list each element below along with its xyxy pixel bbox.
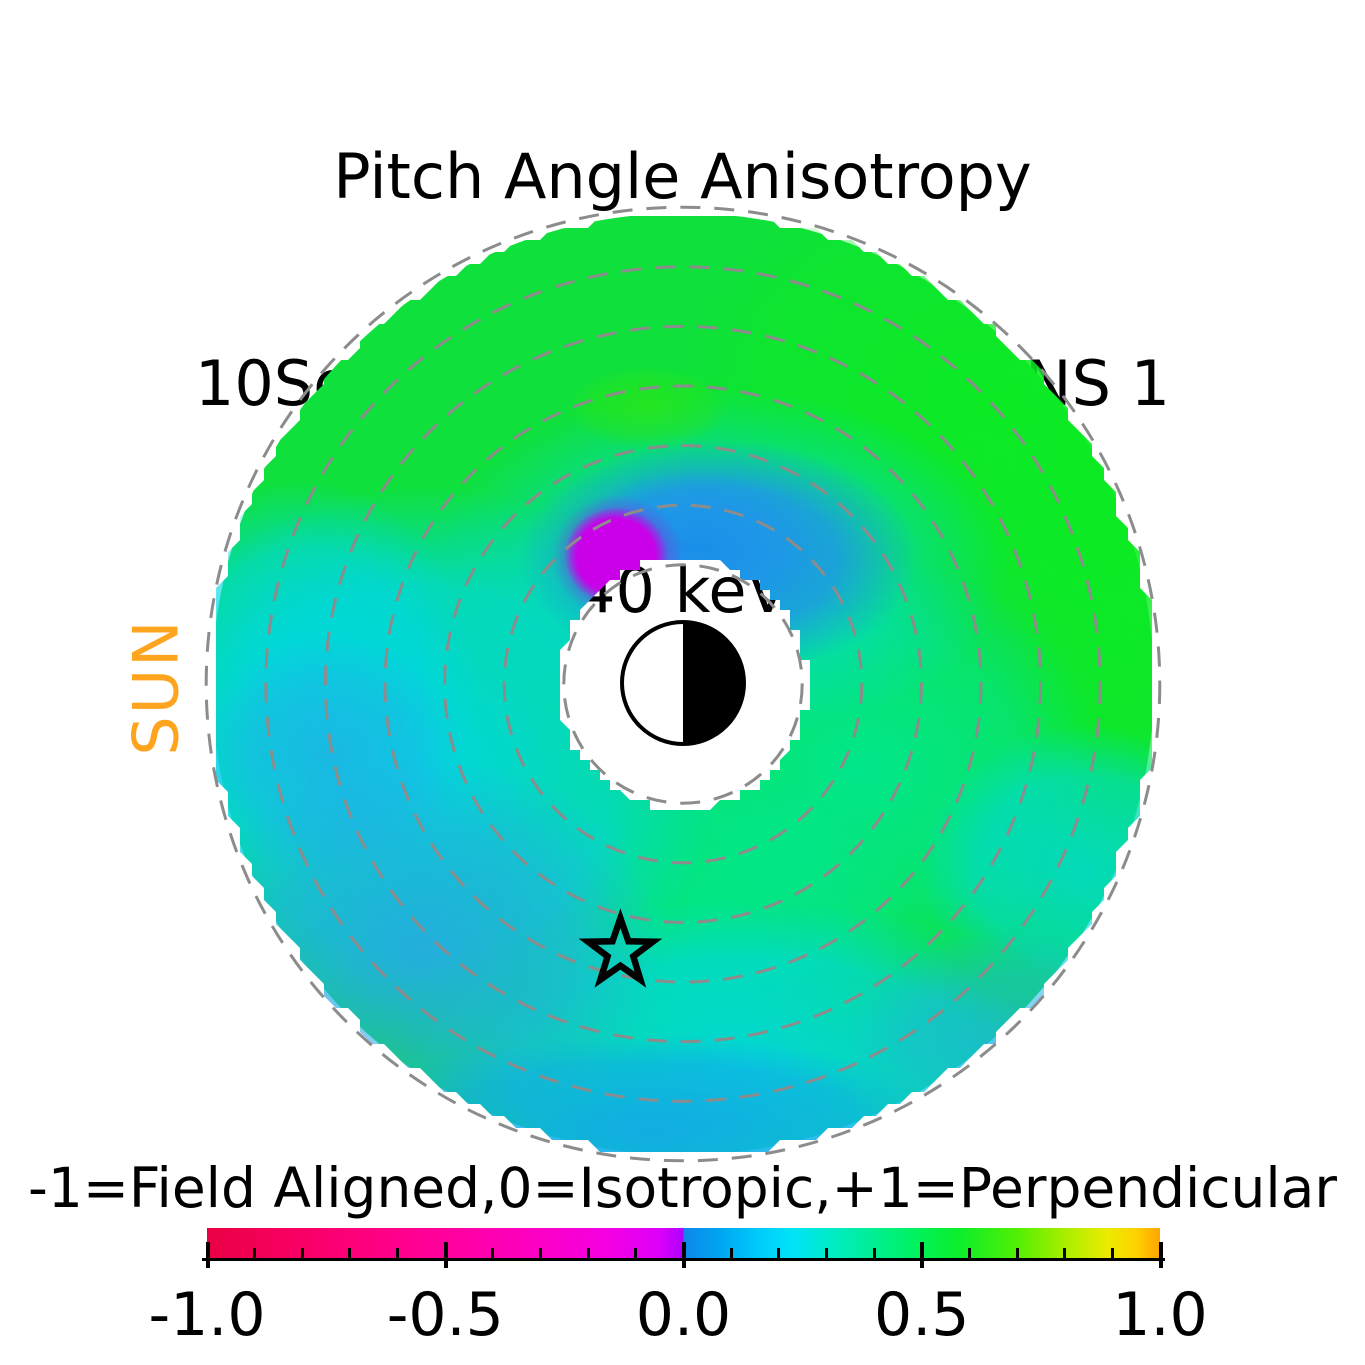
l-shell-ring [383,384,983,984]
colorbar-tick [1110,1248,1114,1261]
colorbar-tick [729,1248,733,1261]
field-blob [195,635,465,875]
colorbar-label: -1=Field Aligned,0=Isotropic,+1=Perpendi… [28,1156,1337,1220]
colorbar-tick [1063,1248,1067,1261]
colorbar-tick-label: 0.0 [635,1280,732,1350]
colorbar-tick-label: -1.0 [148,1280,266,1350]
colorbar-tick [348,1248,352,1261]
field-blob [840,930,1190,1150]
colorbar-tick [253,1248,257,1261]
l-shell-ring [204,205,1162,1163]
l-shell-rings [204,205,1162,1163]
field-blob [340,1035,960,1225]
colorbar-tick [967,1248,971,1261]
colorbar-tick [396,1248,400,1261]
colorbar-tick [300,1248,304,1261]
colorbar-tick [1158,1242,1163,1268]
colorbar-tick [777,1248,781,1261]
l-shell-ring [323,324,1043,1044]
colorbar-tick-label: 0.5 [874,1280,970,1350]
field-blob [566,366,730,450]
star-marker [578,908,663,988]
l-shell-ring [562,563,804,805]
colorbar-tick [586,1248,590,1261]
colorbar-tick [443,1242,448,1268]
l-shell-ring [502,503,864,865]
earth-symbol [620,620,746,746]
colorbar-tick [824,1248,828,1261]
colorbar-tick [634,1248,638,1261]
colorbar-tick [920,1242,925,1268]
earth-night-half [683,622,744,744]
colorbar-tick-label: 1.0 [1112,1280,1208,1350]
colorbar-tick [1015,1248,1019,1261]
colorbar-tick [491,1248,495,1261]
l-shell-ring [264,265,1102,1103]
sun-label: SUN [119,618,193,756]
colorbar-tick-label: -0.5 [386,1280,504,1350]
field-blob [564,507,668,605]
colorbar-tick [539,1248,543,1261]
colorbar-tick [205,1242,210,1268]
l-shell-ring [443,444,923,924]
field-blob [950,280,1230,680]
colorbar-tick [682,1242,686,1268]
colorbar-tick [872,1248,876,1261]
